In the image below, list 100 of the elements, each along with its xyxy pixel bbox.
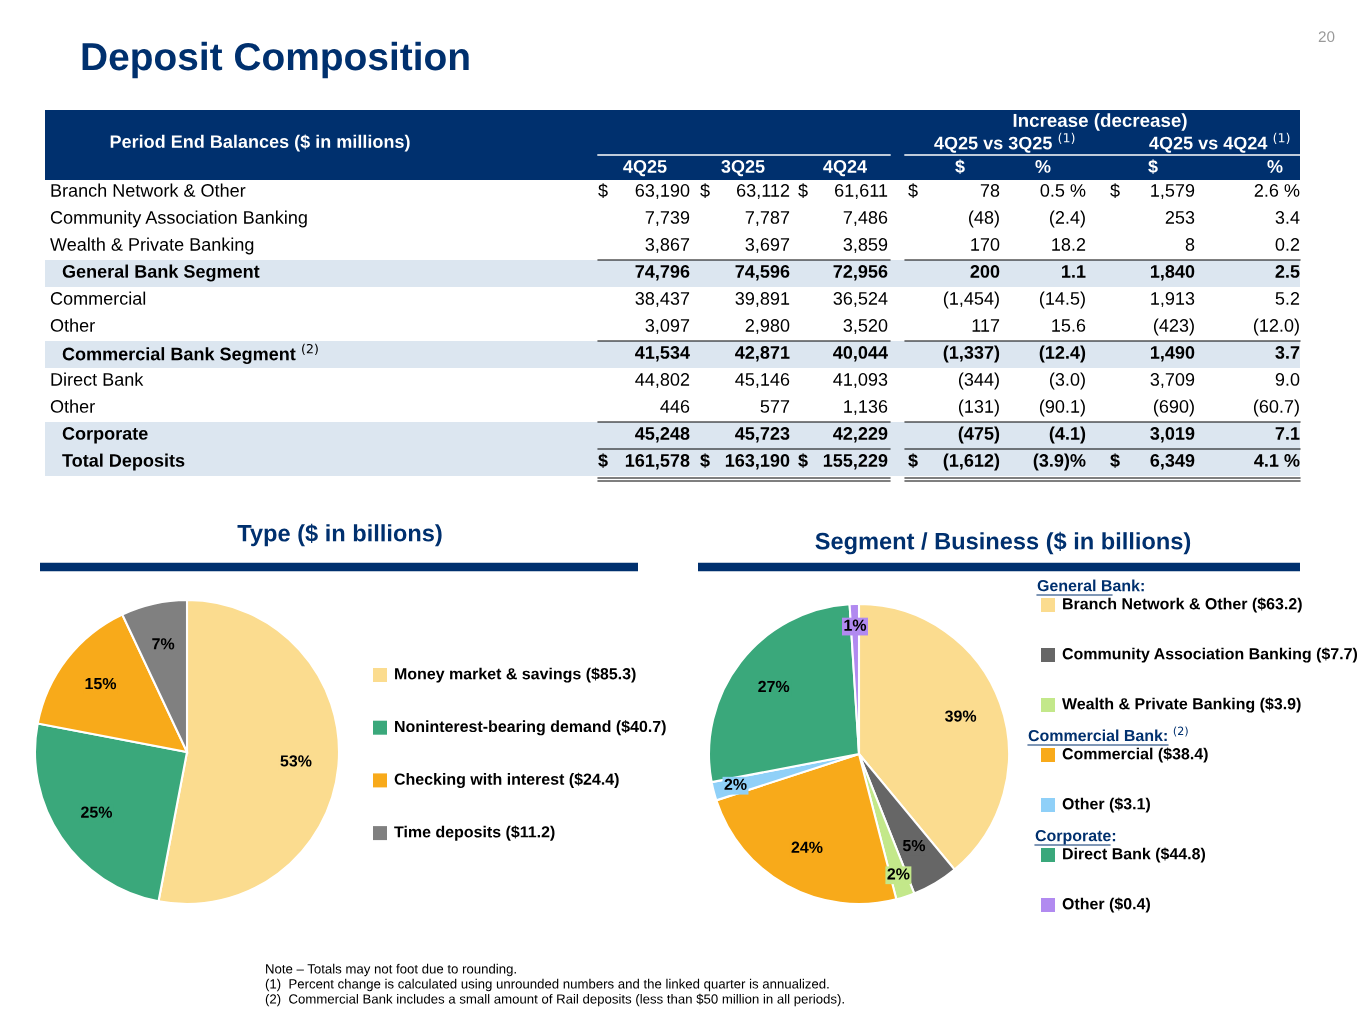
text: $ 6,349 — [1110, 453, 1195, 470]
chart-title: Type ($ in billions) — [237, 523, 442, 547]
text: 4.1 % — [1254, 454, 1300, 467]
category-label: $ — [1148, 159, 1158, 175]
text: 42,871 — [735, 346, 790, 362]
legend-label: Money market & savings ($85.3) — [395, 667, 636, 683]
text: (12.0) — [1253, 318, 1299, 336]
text: 44,802 — [635, 373, 690, 388]
text: $ 161,578 — [598, 453, 690, 470]
category-label: Direct Bank — [51, 372, 144, 386]
text: 41,534 — [635, 346, 690, 362]
text: 7,787 — [745, 211, 790, 226]
text: 7,486 — [843, 211, 888, 226]
text: 18.2 — [1052, 238, 1086, 251]
text: 253 — [1165, 211, 1195, 224]
category-label: % — [1267, 160, 1283, 173]
data-label: 24% — [791, 841, 823, 853]
text: $ 155,229 — [798, 453, 888, 470]
text: (1,454) — [943, 291, 999, 309]
text: 9.0 — [1275, 373, 1300, 386]
category-label: Branch Network & Other — [51, 183, 246, 197]
text: Commercial Bank: $^{(2)}$ — [1028, 726, 1188, 742]
text: 3,697 — [745, 238, 790, 253]
text: $ 1,579 — [1110, 183, 1195, 199]
legend-label: Branch Network & Other ($63.2) — [1063, 597, 1302, 613]
text: 3,709 — [1150, 373, 1195, 388]
text: (2) Commercial Bank includes a small amount of Rail deposits (less than $50 million in all periods). — [265, 993, 844, 1007]
text: (131) — [958, 399, 999, 417]
text: 38,437 — [635, 292, 690, 307]
text: (1,337) — [943, 345, 1000, 363]
text: $ 63,190 — [598, 183, 690, 199]
text: General Bank: — [1037, 579, 1144, 592]
text: 41,093 — [833, 373, 888, 388]
text: (3.9)% — [1033, 453, 1086, 471]
text: 1,913 — [1151, 292, 1195, 307]
category-label: 4Q24 — [823, 160, 867, 177]
legend-label: Time deposits ($11.2) — [394, 825, 555, 841]
text: (1) Percent change is calculated using unrounded numbers and the linked quarter is annualized. — [265, 978, 829, 992]
legend-label: Direct Bank ($44.8) — [1063, 847, 1206, 863]
data-label: 27% — [758, 680, 790, 693]
category-label: Commercial — [50, 291, 146, 305]
text: 42,229 — [833, 427, 888, 443]
category-label: Other — [50, 318, 95, 332]
text: (12.4) — [1039, 345, 1086, 363]
text: (423) — [1153, 318, 1194, 336]
data-label: 5% — [902, 839, 926, 852]
text: 74,796 — [635, 265, 690, 281]
category-label: Total Deposits — [62, 453, 185, 471]
text: (344) — [958, 372, 999, 390]
text: 5.2 — [1275, 292, 1300, 305]
text: (2.4) — [1050, 210, 1085, 228]
text: 3,859 — [843, 238, 888, 253]
text: 1.1 — [1062, 265, 1086, 278]
text: 7,739 — [645, 211, 690, 226]
text: 7.1 — [1275, 427, 1300, 440]
data-label: 39% — [945, 710, 977, 722]
text: 36,524 — [833, 292, 888, 307]
data-label: 15% — [85, 677, 117, 690]
data-label: 2% — [887, 868, 910, 880]
text: 3,867 — [645, 238, 690, 253]
category-label: 3Q25 — [721, 160, 765, 177]
text: 39,891 — [735, 292, 790, 307]
legend-label: Other ($3.1) — [1062, 797, 1150, 813]
text: (90.1) — [1039, 399, 1085, 417]
text: 0.5 % — [1040, 184, 1086, 197]
data-label: 7% — [152, 638, 175, 650]
legend-label: Community Association Banking ($7.7) — [1062, 647, 1358, 663]
text: Period End Balances ($ in millions) — [110, 134, 410, 152]
text: 3,097 — [645, 319, 690, 334]
text: (14.5) — [1039, 291, 1085, 309]
data-label: 25% — [81, 806, 113, 818]
text: 2.6 % — [1254, 184, 1300, 197]
category-label: General Bank Segment — [62, 264, 260, 282]
text: 1,136 — [844, 400, 888, 415]
legend-label: Wealth & Private Banking ($3.9) — [1062, 697, 1301, 713]
chart-title: Segment / Business ($ in billions) — [815, 531, 1191, 555]
category-label: 4Q25 — [623, 160, 667, 177]
text: 3,520 — [843, 319, 888, 334]
text: 117 — [972, 319, 1000, 332]
data-label: 1% — [844, 619, 867, 631]
text: Note – Totals may not foot due to rounding. — [266, 963, 516, 977]
category-label: % — [1035, 160, 1051, 173]
text: 3.4 — [1275, 211, 1300, 224]
text: (4.1) — [1049, 426, 1086, 444]
text: 2.5 — [1275, 265, 1300, 278]
text: Corporate: — [1035, 829, 1116, 845]
text: $ 61,611 — [798, 183, 888, 199]
legend-label: Checking with interest ($24.4) — [394, 772, 619, 789]
text: 20 — [1318, 31, 1335, 43]
text: 2,980 — [745, 319, 790, 334]
text: Deposit Composition — [82, 41, 469, 79]
text: 446 — [660, 400, 690, 413]
category-label: Wealth & Private Banking — [50, 237, 254, 255]
text: 74,596 — [735, 265, 790, 281]
category-label: Other — [50, 399, 95, 413]
text: $ 163,190 — [700, 453, 790, 470]
text: Increase (decrease) — [1013, 113, 1187, 131]
text: 8 — [1185, 238, 1195, 251]
text: 45,146 — [735, 373, 790, 388]
legend-label: Commercial ($38.4) — [1062, 747, 1208, 763]
